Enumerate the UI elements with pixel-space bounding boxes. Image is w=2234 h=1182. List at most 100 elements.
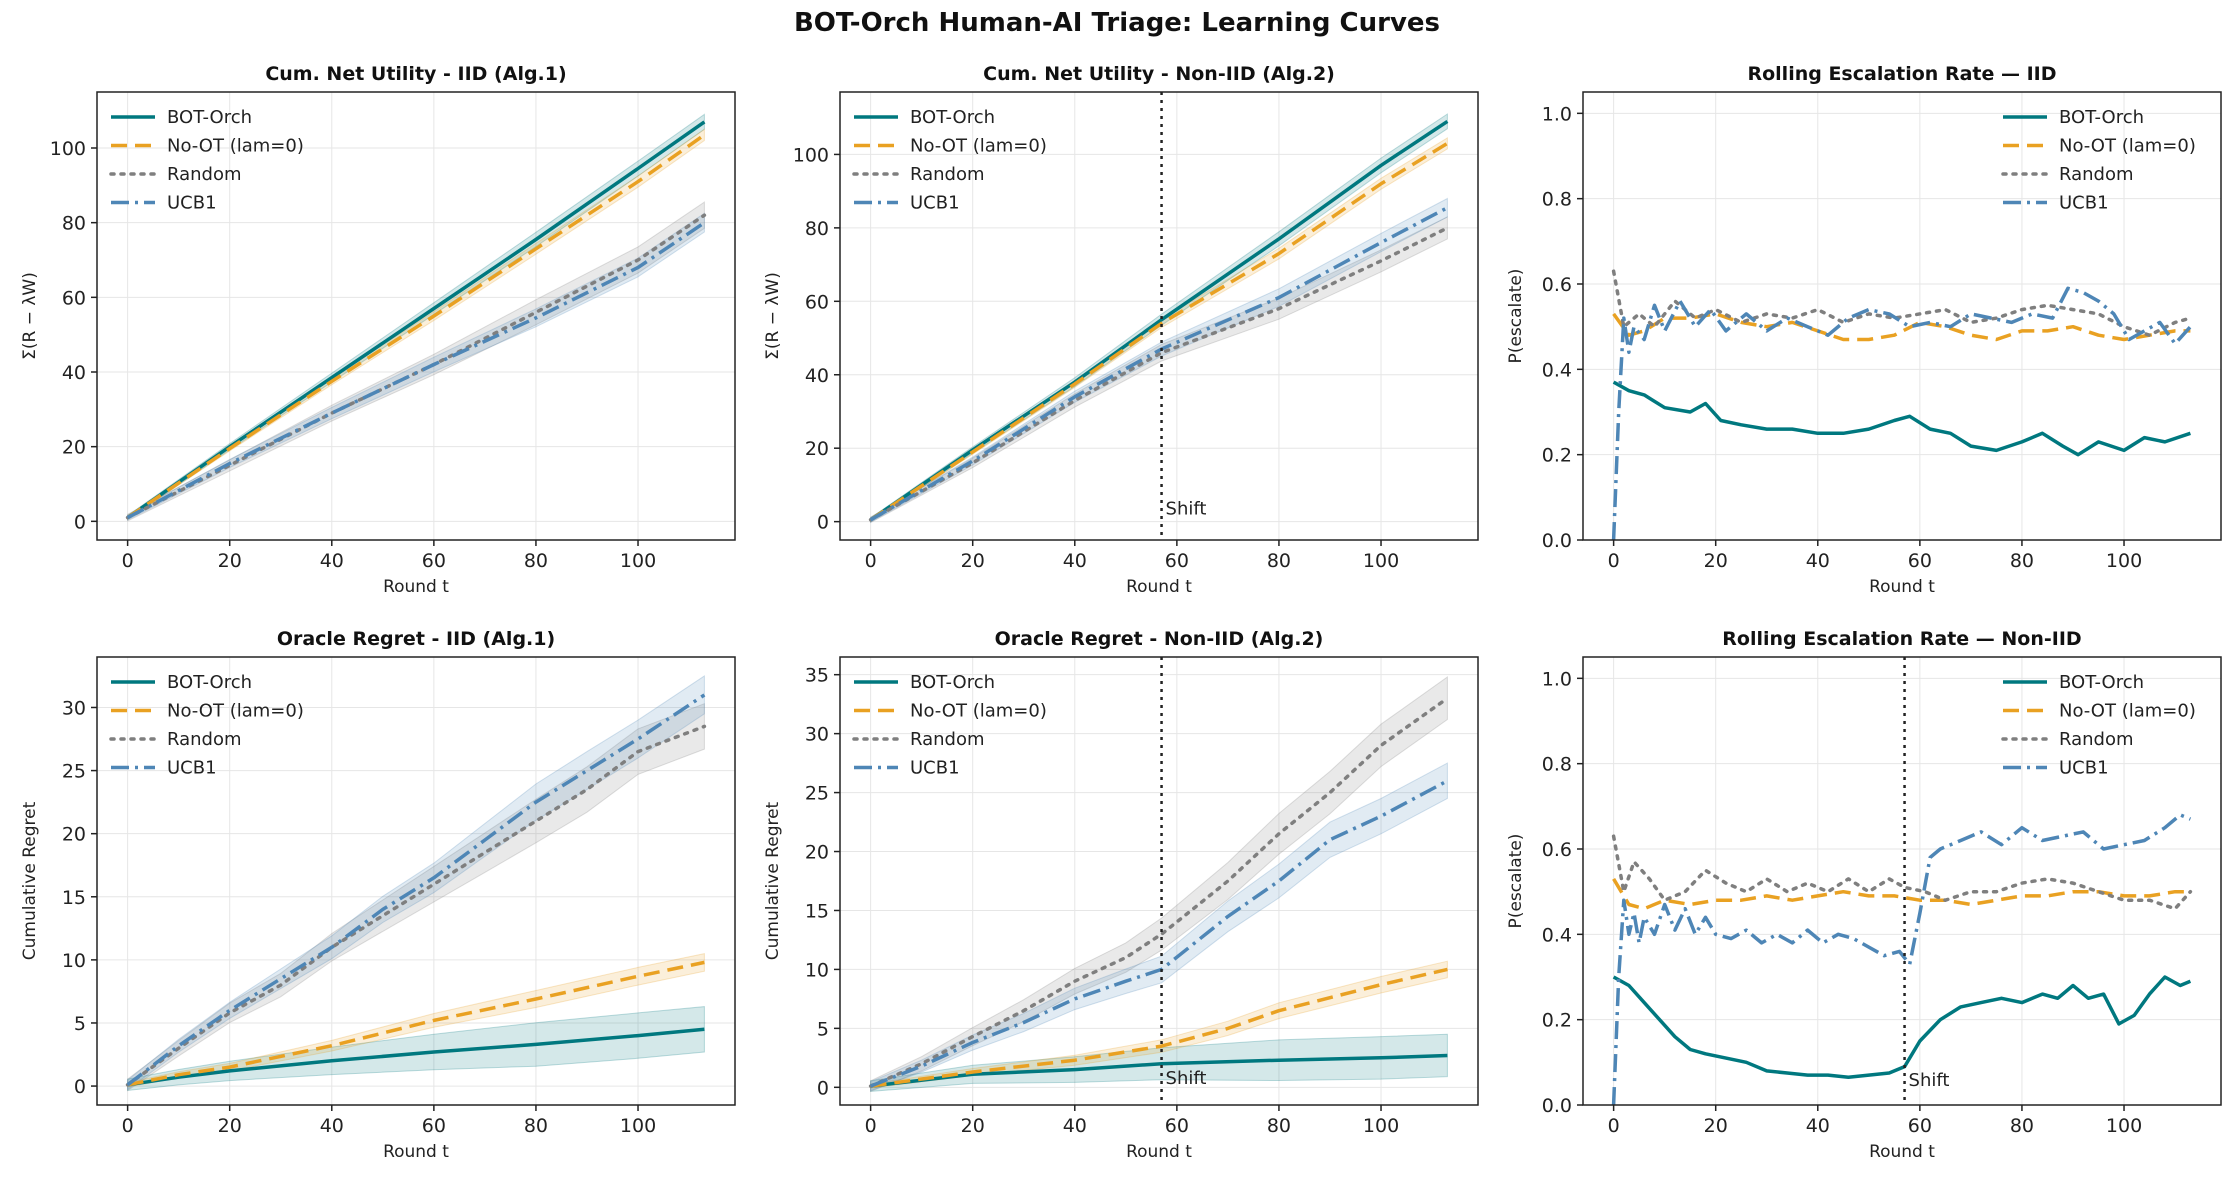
axes-frame — [96, 91, 736, 541]
y-axis-label: Cumulative Regret — [20, 801, 40, 960]
legend-label: BOT-Orch — [167, 672, 252, 693]
y-axis-label: Σ(R − λW) — [763, 272, 783, 360]
x-tick-label: 100 — [2106, 1115, 2142, 1137]
x-tick-label: 80 — [524, 550, 548, 572]
y-tick-label: 1.0 — [1542, 668, 1572, 690]
axes-frame — [839, 656, 1479, 1106]
axes-frame — [96, 656, 736, 1106]
subplot-title: Rolling Escalation Rate — Non-IID — [1722, 628, 2081, 650]
legend-label: Random — [910, 729, 985, 750]
y-tick-label: 0.4 — [1542, 359, 1572, 381]
y-tick-label: 80 — [805, 218, 829, 240]
subplot-title: Cum. Net Utility - Non-IID (Alg.2) — [983, 63, 1335, 85]
series-line-ucb1 — [869, 779, 1449, 1088]
confidence-band-random — [870, 216, 1448, 524]
y-tick-label: 100 — [50, 138, 86, 160]
x-tick-label: 60 — [1908, 550, 1932, 572]
x-tick-label: 0 — [122, 550, 134, 572]
y-tick-label: 1.0 — [1542, 103, 1572, 125]
y-tick-label: 40 — [805, 365, 829, 387]
series-line-random — [1611, 834, 2193, 911]
legend-label: UCB1 — [910, 193, 960, 214]
y-tick-label: 0.8 — [1542, 754, 1572, 776]
x-tick-label: 80 — [2010, 1115, 2034, 1137]
legend-label: UCB1 — [910, 758, 960, 779]
x-axis-label: Round t — [1869, 577, 1935, 597]
series-line-random — [868, 696, 1450, 1088]
axes-frame — [1582, 91, 2222, 541]
y-tick-label: 5 — [817, 1018, 829, 1040]
x-tick-label: 40 — [1806, 550, 1830, 572]
y-axis-label: P(escalate) — [1506, 834, 1526, 929]
legend: BOT-Orch No-OT (lam=0) Random UCB1 — [2001, 107, 2196, 214]
x-tick-label: 40 — [1806, 1115, 1830, 1137]
y-tick-label: 20 — [805, 438, 829, 460]
legend-label: UCB1 — [167, 758, 217, 779]
series-line-no-ot-lam-0- — [126, 133, 706, 520]
x-tick-label: 20 — [218, 1115, 242, 1137]
x-tick-label: 80 — [1267, 1115, 1291, 1137]
y-tick-label: 10 — [805, 959, 829, 981]
y-tick-label: 100 — [793, 144, 829, 166]
y-tick-label: 80 — [62, 213, 86, 235]
subplot-p5: Shift 0 20 40 60 80 100 0 5 10 15 20 25 30 35 Oracle Re… — [763, 628, 1479, 1162]
x-axis-label: Round t — [1869, 1142, 1935, 1162]
legend-label: No-OT (lam=0) — [167, 136, 304, 157]
x-tick-label: 20 — [961, 1115, 985, 1137]
series-line-no-ot-lam-0- — [870, 967, 1448, 1088]
x-tick-label: 40 — [1063, 1115, 1087, 1137]
legend-label: No-OT (lam=0) — [2059, 701, 2196, 722]
x-tick-label: 20 — [1704, 1115, 1728, 1137]
legend-label: UCB1 — [167, 193, 217, 214]
subplot-title: Cum. Net Utility - IID (Alg.1) — [265, 63, 566, 85]
series-line-ucb1 — [1611, 813, 2192, 1105]
legend-label: No-OT (lam=0) — [910, 701, 1047, 722]
confidence-band-random — [127, 702, 705, 1092]
series-line-ucb1 — [126, 693, 706, 1087]
y-tick-label: 30 — [62, 697, 86, 719]
x-tick-label: 0 — [1608, 1115, 1620, 1137]
shift-annotation: Shift — [1909, 1070, 1950, 1091]
y-tick-label: 0 — [74, 511, 86, 533]
series-line-bot-orch — [127, 1027, 705, 1087]
x-tick-label: 40 — [320, 1115, 344, 1137]
x-tick-label: 40 — [1063, 550, 1087, 572]
confidence-band-random — [127, 201, 705, 522]
legend-label: No-OT (lam=0) — [2059, 136, 2196, 157]
legend-label: Random — [910, 164, 985, 185]
y-axis-label: P(escalate) — [1506, 269, 1526, 364]
x-tick-label: 60 — [1165, 550, 1189, 572]
x-tick-label: 0 — [1608, 550, 1620, 572]
subplot-title: Oracle Regret - Non-IID (Alg.2) — [995, 628, 1324, 650]
series-line-ucb1 — [1611, 286, 2192, 540]
y-tick-label: 35 — [805, 665, 829, 687]
series-line-random — [1611, 269, 2193, 337]
series-line-bot-orch — [870, 1053, 1448, 1088]
y-tick-label: 0.0 — [1542, 1095, 1572, 1117]
x-tick-label: 0 — [122, 1115, 134, 1137]
shift-annotation: Shift — [1166, 1068, 1207, 1089]
y-tick-label: 60 — [62, 287, 86, 309]
y-tick-label: 0.2 — [1542, 1010, 1572, 1032]
y-tick-label: 0.0 — [1542, 530, 1572, 552]
series-line-random — [868, 226, 1450, 522]
y-tick-label: 0.4 — [1542, 924, 1572, 946]
y-tick-label: 0.8 — [1542, 189, 1572, 211]
legend-label: BOT-Orch — [167, 107, 252, 128]
x-tick-label: 100 — [1363, 1115, 1399, 1137]
x-axis-label: Round t — [383, 577, 449, 597]
confidence-band-bot-orch — [870, 113, 1448, 523]
series-line-no-ot-lam-0- — [127, 960, 705, 1087]
subplot-p3: 0 20 40 60 80 100 0.0 0.2 0.4 0.6 0.8 1.0 Rolling Es… — [1506, 63, 2222, 597]
x-tick-label: 20 — [961, 550, 985, 572]
subplot-p2: Shift 0 20 40 60 80 100 0 20 40 60 80 100 Cum. Net Ut… — [763, 63, 1479, 597]
confidence-band-ucb1 — [870, 762, 1448, 1092]
x-tick-label: 80 — [1267, 550, 1291, 572]
y-tick-label: 0.6 — [1542, 839, 1572, 861]
x-axis-label: Round t — [383, 1142, 449, 1162]
subplot-title: Rolling Escalation Rate — IID — [1747, 63, 2056, 85]
legend-label: BOT-Orch — [910, 107, 995, 128]
legend-label: Random — [2059, 164, 2134, 185]
x-tick-label: 20 — [218, 550, 242, 572]
